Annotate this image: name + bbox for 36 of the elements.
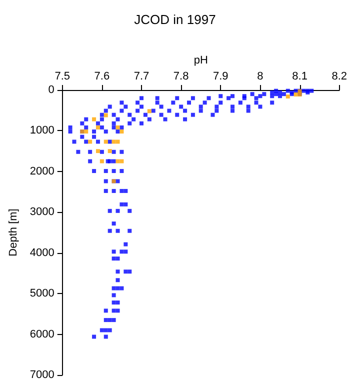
point [92, 117, 96, 122]
x-tick-label: 8.2 [332, 70, 348, 82]
y-tick-label: 3000 [30, 206, 54, 218]
x-tick-label: 7.6 [94, 70, 110, 82]
x-axis-title: pH [194, 54, 208, 67]
y-tick-label: 5000 [30, 288, 54, 300]
point [112, 140, 116, 144]
point [108, 149, 112, 154]
y-tick-label: 0 [48, 84, 54, 96]
x-tick-label: 8 [257, 70, 264, 82]
y-tick-label: 2000 [30, 165, 54, 178]
chart-title: JCOD in 1997 [134, 12, 216, 27]
point [104, 140, 108, 144]
y-tick-label: 6000 [30, 328, 54, 340]
x-tick-label: 7.8 [173, 70, 189, 82]
y-tick-label: 4000 [30, 246, 54, 259]
y-axis-title: Depth [m] [8, 208, 20, 256]
x-tick-label: 8.1 [292, 70, 308, 82]
point [147, 109, 152, 114]
x-tick-label: 7.7 [134, 70, 150, 82]
point [100, 159, 104, 164]
point [96, 125, 100, 130]
point [104, 113, 108, 118]
y-tick-label: 7000 [30, 369, 54, 381]
point [88, 140, 92, 144]
point [120, 159, 124, 164]
point [120, 130, 124, 134]
point [96, 149, 100, 154]
point [116, 125, 120, 130]
point [84, 130, 88, 134]
point [286, 94, 290, 99]
x-tick-label: 7.5 [54, 70, 70, 82]
point [294, 92, 298, 96]
x-tick-label: 7.9 [213, 70, 228, 82]
y-tick-label: 1000 [30, 124, 54, 137]
point [116, 140, 120, 144]
